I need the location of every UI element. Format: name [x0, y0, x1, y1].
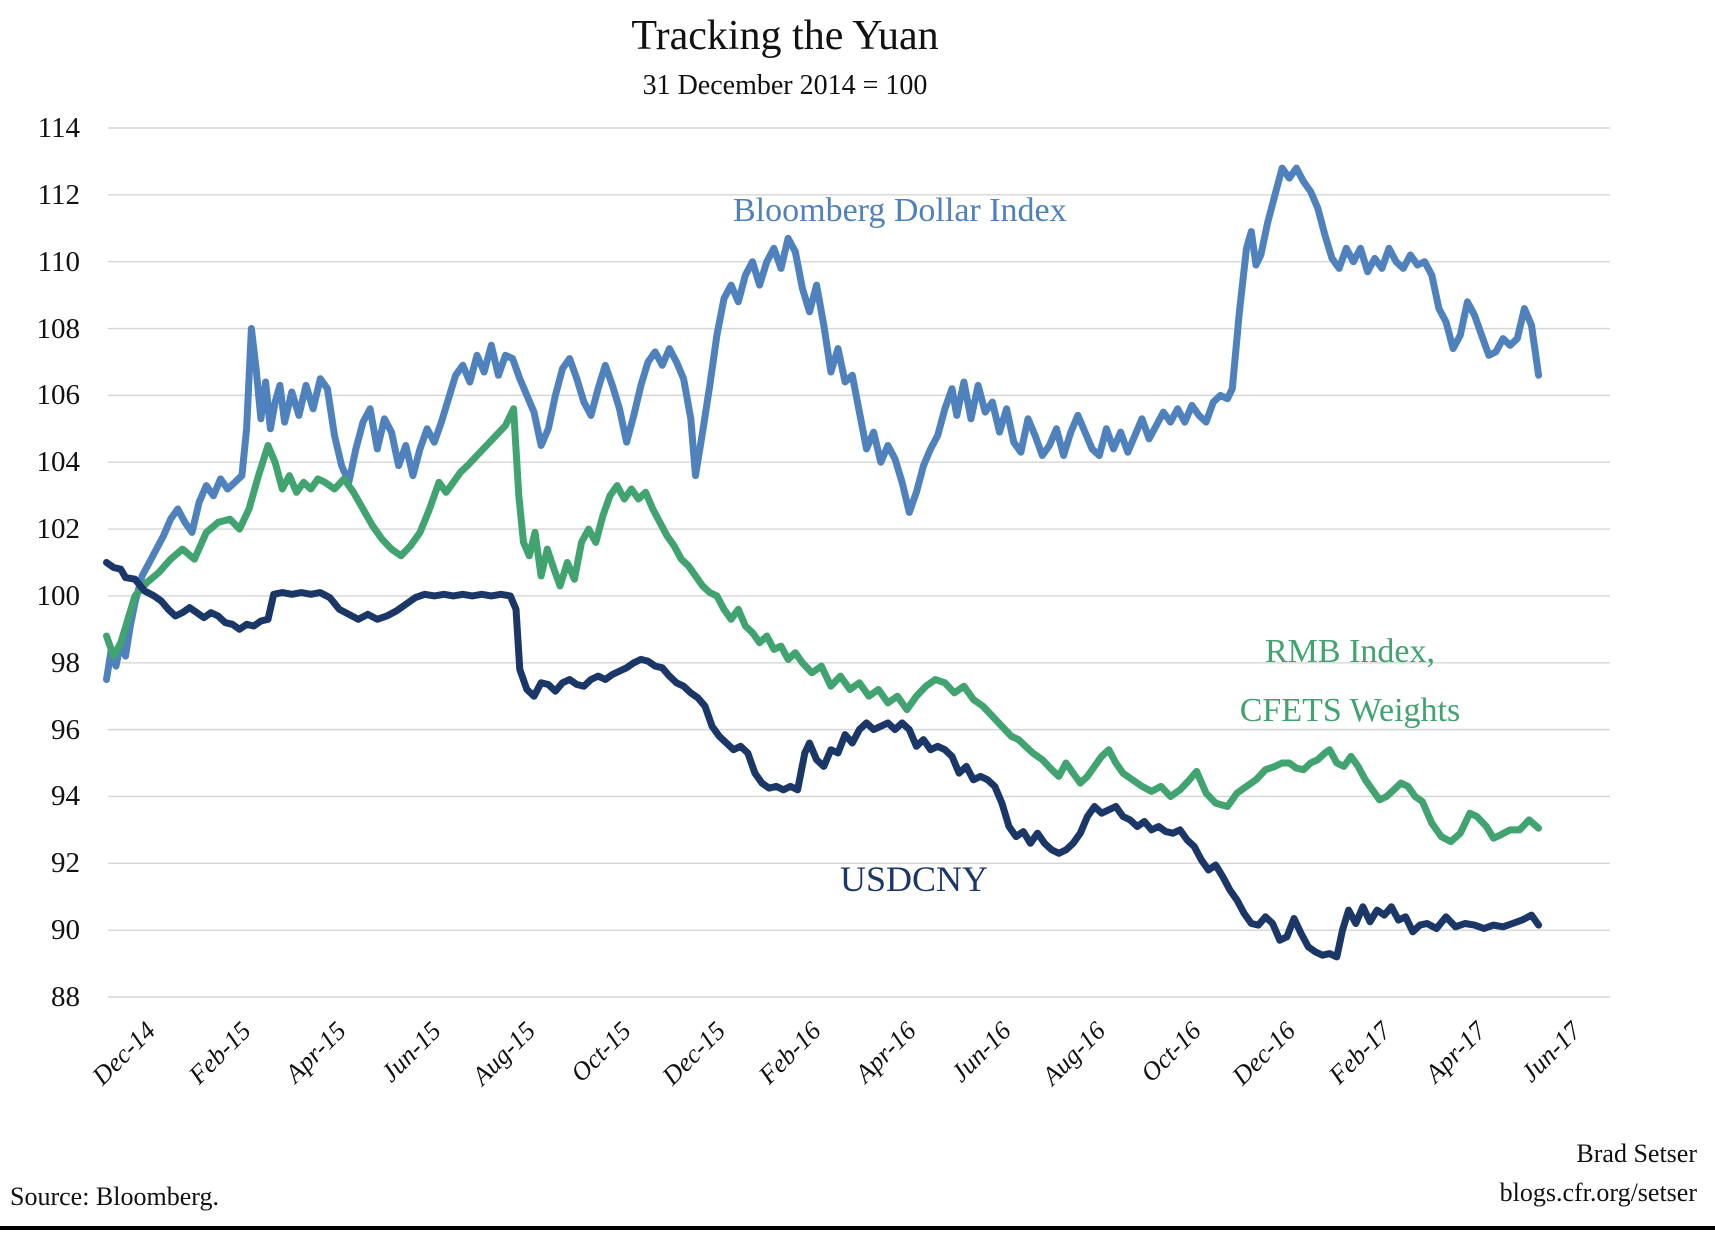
y-tick-label-112: 112: [37, 178, 80, 211]
series-label-usdcny: USDCNY: [840, 859, 989, 899]
y-tick-label-88: 88: [51, 981, 80, 1013]
series-label-bloomberg-dollar-index: Bloomberg Dollar Index: [733, 192, 1067, 229]
author-name: Brad Setser: [1576, 1139, 1697, 1168]
y-tick-label-98: 98: [51, 646, 80, 679]
series-line-rmb-index-cfets-weights: [103, 405, 1543, 846]
y-tick-label-100: 100: [36, 579, 81, 612]
author-credit: Brad Setser blogs.cfr.org/setser: [1500, 1134, 1697, 1212]
y-tick-label-90: 90: [51, 914, 80, 947]
chart-subtitle: 31 December 2014 = 100: [642, 70, 928, 101]
y-tick-label-92: 92: [51, 847, 80, 880]
bottom-divider: [0, 1226, 1715, 1230]
y-tick-label-110: 110: [37, 245, 80, 278]
y-tick-label-108: 108: [36, 312, 81, 345]
y-tick-label-94: 94: [51, 780, 80, 813]
y-tick-label-106: 106: [36, 379, 81, 412]
chart-title: Tracking the Yuan: [631, 13, 939, 59]
series-label-rmb-line2: CFETS Weights: [1239, 692, 1461, 729]
y-tick-label-114: 114: [37, 112, 80, 144]
y-tick-label-96: 96: [51, 713, 80, 746]
y-tick-label-104: 104: [36, 446, 81, 479]
source-note: Source: Bloomberg.: [10, 1182, 219, 1211]
y-tick-label-102: 102: [36, 513, 81, 546]
series-line-usdcny: [103, 559, 1543, 961]
series-line-bloomberg-dollar-index: [103, 164, 1543, 683]
series-label-rmb-index-cfets-weights: RMB Index, CFETS Weights: [1140, 622, 1560, 740]
author-blog-url: blogs.cfr.org/setser: [1499, 1178, 1697, 1207]
series-label-rmb-line1: RMB Index,: [1265, 633, 1435, 670]
